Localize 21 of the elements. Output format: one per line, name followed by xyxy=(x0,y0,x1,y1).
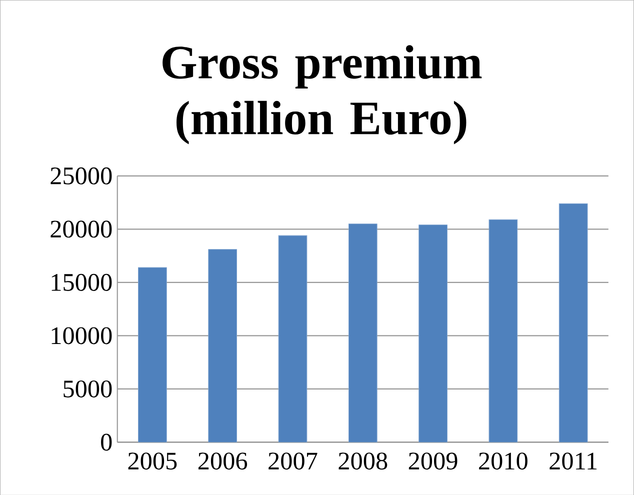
x-tick-label: 2005 xyxy=(128,452,177,470)
y-tick-label: 10000 xyxy=(52,327,112,344)
bar xyxy=(558,203,588,442)
chart-title: Gross premium (million Euro) xyxy=(162,44,482,144)
x-tick-label: 2008 xyxy=(338,452,388,470)
x-tick-label: 2006 xyxy=(198,452,248,470)
y-tick-label: 25000 xyxy=(50,167,112,184)
y-tick-label: 0 xyxy=(101,434,112,451)
x-tick-label: 2007 xyxy=(268,452,318,470)
bar xyxy=(348,223,378,442)
bar xyxy=(418,224,448,442)
bar xyxy=(278,235,308,442)
y-tick-label: 15000 xyxy=(52,274,112,291)
y-tick-label: 20000 xyxy=(50,220,112,238)
x-tick-label: 2011 xyxy=(550,452,597,470)
x-tick-label: 2009 xyxy=(408,452,458,470)
bar xyxy=(488,219,518,442)
bar xyxy=(138,267,167,442)
y-tick-label: 5000 xyxy=(64,380,112,398)
x-tick-label: 2010 xyxy=(479,452,528,470)
bar xyxy=(208,248,238,442)
